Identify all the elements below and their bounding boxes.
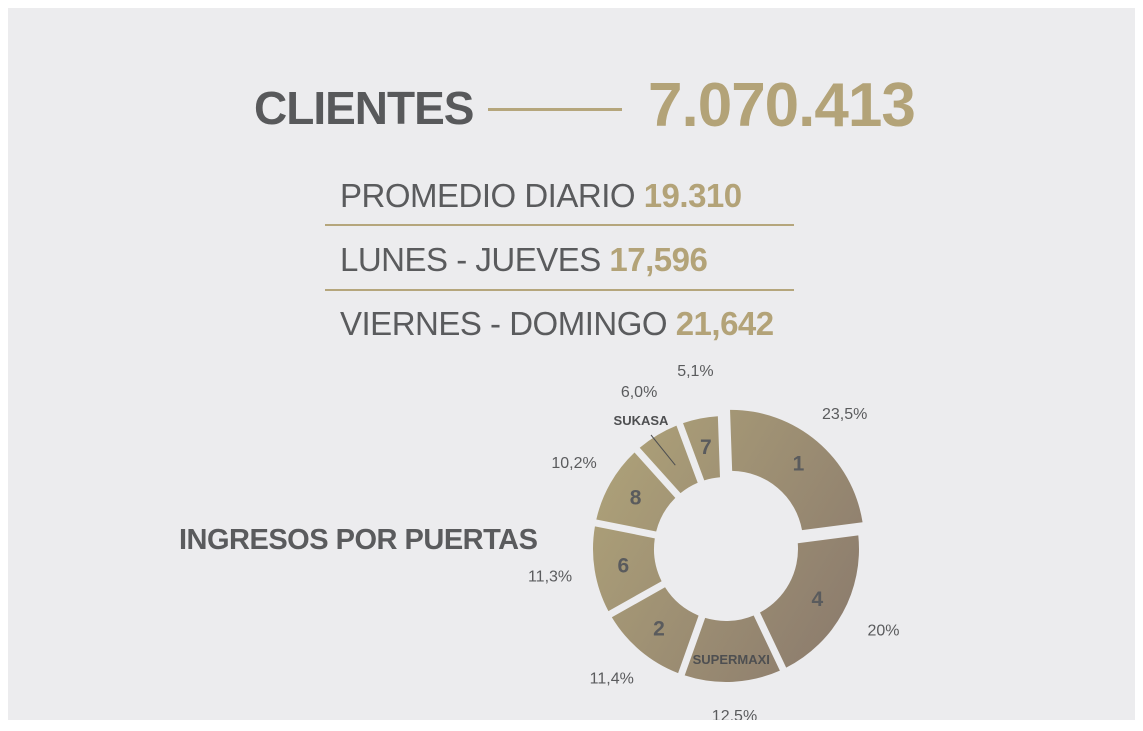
segment-percent-label: 6,0% [621,384,657,401]
donut-segment-7 [683,416,720,481]
segment-number-label: 8 [630,487,642,510]
stat-lunes-jueves: LUNES - JUEVES 17,596 [340,240,708,280]
segment-number-label: 7 [700,436,712,459]
segment-percent-label: 10,2% [551,455,596,472]
clientes-connector-line [488,108,622,111]
donut-segment-1 [730,409,863,531]
infographic-panel: CLIENTES 7.070.413 PROMEDIO DIARIO 19.31… [8,8,1135,720]
segment-number-label: 1 [793,453,805,476]
segment-number-label: 2 [653,618,665,641]
segment-number-label: 6 [617,554,629,577]
chart-title: INGRESOS POR PUERTAS [179,524,538,556]
segment-percent-label: 12,5% [712,708,757,720]
stat-value: 19.310 [643,177,742,214]
stat-label: VIERNES - DOMINGO [340,305,668,342]
segment-brand-label: SUKASA [614,413,670,428]
stat-promedio-diario: PROMEDIO DIARIO 19.310 [340,176,742,216]
stat-viernes-domingo: VIERNES - DOMINGO 21,642 [340,304,774,344]
donut-segment-4 [760,535,859,668]
donut-segment-8 [596,452,676,532]
segment-percent-label: 5,1% [677,363,713,380]
stat-label: PROMEDIO DIARIO [340,177,636,214]
donut-segment-supermaxi [684,615,780,682]
donut-chart: 1 23,5% 4 20% SUPERMAXI 12,5% 2 11,4% 6 11,3% 8 10,… [528,363,900,720]
donut-segment-6 [593,526,662,612]
leader-line [650,434,676,466]
segment-percent-label: 20% [867,622,899,639]
donut-segment-sukasa [639,425,698,494]
stat-value: 21,642 [675,305,774,342]
clientes-label: CLIENTES [254,82,474,134]
segment-percent-label: 11,3% [528,568,572,585]
clientes-value: 7.070.413 [648,71,916,140]
stat-divider [325,224,794,226]
segment-percent-label: 11,4% [590,670,634,687]
stat-divider [325,289,794,291]
donut-segment-2 [611,587,699,674]
stat-label: LUNES - JUEVES [340,241,601,278]
segment-number-label: 4 [811,588,823,611]
segment-brand-label: SUPERMAXI [693,652,770,667]
stat-value: 17,596 [609,241,708,278]
segment-percent-label: 23,5% [822,406,867,423]
